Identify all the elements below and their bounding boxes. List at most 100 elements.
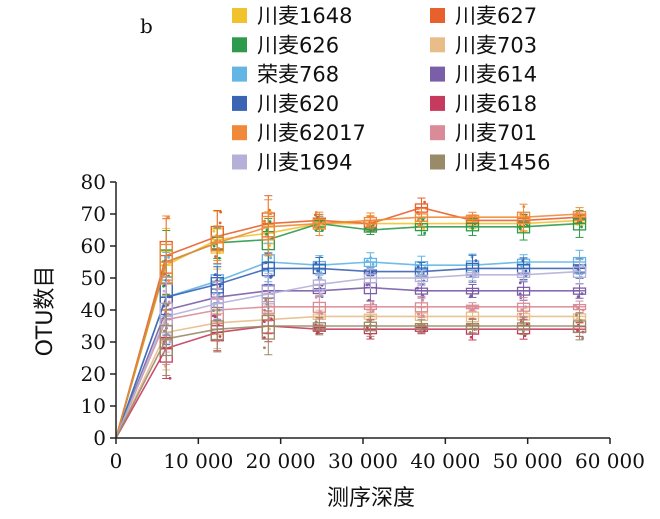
y-tick-label: 30: [81, 330, 106, 354]
data-point: [265, 228, 269, 232]
data-point: [212, 244, 216, 248]
series-10: [115, 259, 587, 439]
box: [159, 324, 173, 357]
legend-label: 荣麦768: [257, 63, 339, 87]
legend-item: 川麦1694: [232, 151, 352, 175]
y-tick-label: 80: [81, 170, 106, 194]
data-point: [579, 217, 583, 221]
legend-item: 川麦1648: [232, 4, 352, 28]
data-point: [471, 289, 475, 293]
data-point: [518, 227, 522, 231]
data-point: [370, 267, 374, 271]
legend-item: 川麦627: [430, 4, 537, 28]
y-tick-label: 0: [93, 426, 106, 450]
data-point: [473, 214, 477, 218]
series-4: [115, 242, 587, 439]
data-point: [581, 308, 585, 312]
legend-swatch: [232, 66, 247, 82]
data-point: [314, 261, 318, 265]
data-point: [268, 212, 272, 216]
y-tick-label: 50: [81, 266, 106, 290]
data-point: [416, 218, 420, 222]
data-point: [371, 302, 375, 305]
data-point: [366, 259, 369, 263]
y-axis: 0 10 20 30 40 50 60 70 80: [81, 170, 117, 450]
legend-item: 川麦618: [430, 92, 537, 116]
data-point: [217, 247, 221, 250]
data-point: [574, 269, 578, 273]
data-point: [575, 210, 579, 214]
legend-swatch: [430, 8, 445, 23]
series-line: [115, 315, 580, 439]
data-point: [524, 305, 528, 309]
data-point: [521, 259, 525, 263]
x-tick-label: 0: [110, 449, 123, 473]
data-point: [269, 275, 272, 279]
series-line: [115, 270, 580, 439]
y-tick-label: 10: [81, 394, 106, 418]
data-point: [518, 292, 522, 296]
y-axis-title: OTU数目: [33, 266, 58, 357]
legend-item: 川麦701: [430, 121, 537, 145]
box: [210, 235, 224, 252]
legend-swatch: [232, 8, 247, 23]
data-point: [167, 255, 171, 259]
plot-area: [115, 195, 587, 439]
data-point: [576, 329, 579, 333]
y-tick-label: 60: [81, 234, 106, 258]
data-point: [468, 323, 472, 326]
data-point: [316, 269, 320, 273]
x-tick-label: 50 000: [493, 449, 563, 473]
data-point: [212, 292, 216, 296]
data-point: [521, 270, 525, 274]
data-point: [164, 315, 168, 318]
legend-swatch: [430, 37, 445, 53]
series-9: [115, 276, 587, 439]
legend-item: 川麦626: [232, 33, 339, 57]
data-point: [212, 309, 215, 312]
data-point: [167, 295, 171, 299]
data-point: [575, 317, 579, 321]
data-point: [474, 327, 478, 331]
data-point: [217, 300, 220, 303]
data-point: [519, 312, 522, 316]
legend-label: 川麦1648: [257, 4, 352, 28]
data-point: [219, 210, 223, 214]
data-point: [469, 295, 472, 299]
data-point: [369, 256, 373, 260]
legend-label: 川麦620: [257, 92, 339, 116]
data-point: [472, 275, 476, 279]
data-point: [162, 289, 166, 293]
data-point: [521, 316, 525, 320]
data-point: [526, 224, 529, 228]
data-point: [166, 312, 170, 316]
data-point: [366, 268, 370, 271]
data-point: [168, 340, 172, 344]
data-point: [315, 225, 318, 229]
x-tick-label: 20 000: [246, 449, 316, 473]
series-0: [115, 210, 587, 439]
data-point: [370, 270, 374, 274]
data-point: [268, 244, 272, 247]
data-point: [213, 315, 217, 319]
data-point: [418, 275, 422, 279]
data-point: [162, 329, 166, 333]
series-11: [115, 298, 587, 439]
data-point: [369, 305, 373, 309]
data-point: [368, 319, 372, 323]
data-point: [218, 284, 222, 288]
data-point: [315, 332, 319, 335]
data-point: [467, 215, 471, 219]
data-point: [367, 224, 371, 228]
box: [261, 215, 275, 241]
data-point: [468, 331, 472, 334]
series-7: [115, 310, 587, 439]
series-line: [115, 325, 580, 439]
data-point: [365, 271, 369, 275]
x-tick-label: 10 000: [163, 449, 233, 473]
data-point: [471, 316, 475, 320]
data-point: [365, 329, 369, 333]
legend-label: 川麦701: [455, 121, 537, 145]
data-point: [217, 256, 221, 260]
